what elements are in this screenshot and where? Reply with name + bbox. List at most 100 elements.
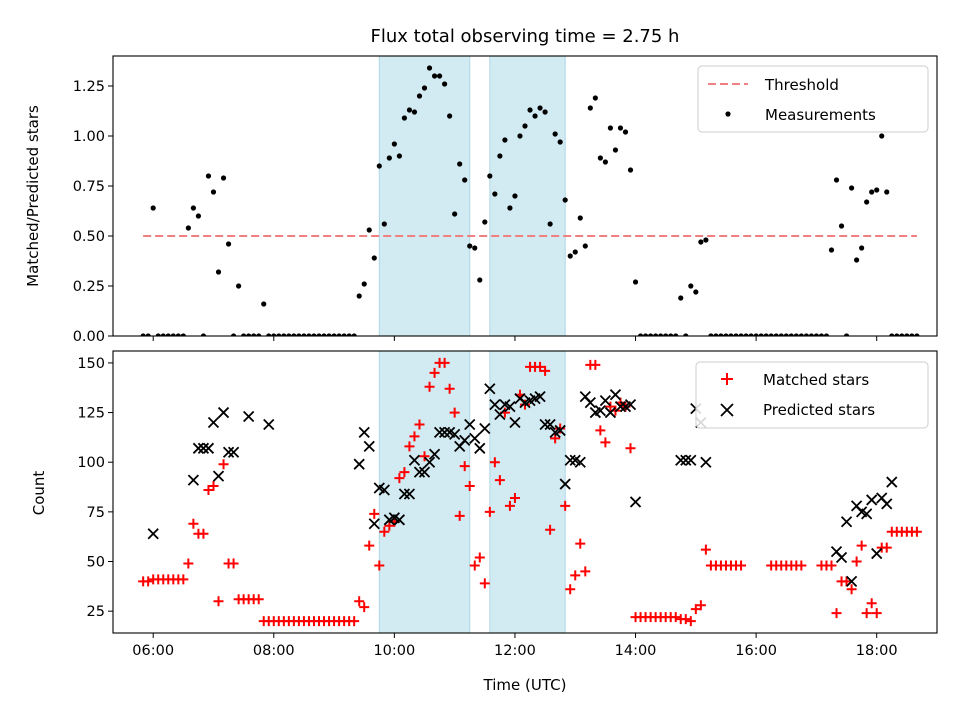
predicted-star-point [358,426,370,439]
legend-label: Measurements [765,106,876,124]
matched-star-point [213,596,224,607]
measurement-point [653,333,659,336]
y-tick-label: 1.25 [73,79,105,95]
matched-star-point [911,526,922,537]
measurement-point [306,333,312,336]
predicted-star-point [147,528,159,540]
measurement-point [803,333,809,336]
predicted-star-point [584,396,596,409]
predicted-star-point [594,404,607,417]
measurement-point [617,125,624,131]
matched-star-point [459,461,470,472]
predicted-star-point [614,400,627,413]
measurement-point [758,333,764,336]
measurement-point [899,333,905,336]
measurement-point [140,333,146,336]
measurement-point [627,167,634,173]
matched-star-point [409,431,420,442]
measurement-point [723,333,729,336]
predicted-star-point [353,458,365,470]
measurement-point [592,95,598,101]
predicted-star-point [504,400,516,413]
predicted-star-point [438,426,451,439]
legend-box [697,65,929,133]
measurement-point [688,283,694,289]
predicted-star-point [559,478,571,490]
predicted-star-point [866,494,878,506]
matched-star-point [545,524,556,535]
matched-star-point [399,467,410,478]
legend: Matched stars Predicted stars [695,361,929,429]
top-ylabel: Matched/Predicted stars [24,105,42,287]
predicted-star-point [886,476,898,488]
matched-star-point [625,443,636,454]
matched-star-point [188,518,199,529]
measurement-point [713,333,719,336]
shaded-interval [489,351,566,633]
measurement-point [492,191,498,197]
matched-star-point [349,616,360,627]
matched-star-point [208,481,219,492]
predicted-star-point [534,391,546,403]
x-tick-label: 08:00 [253,643,295,659]
legend-measurement-swatch [725,111,731,117]
measurement-point [884,189,890,195]
ratio-panel: 0.00 0.25 0.50 0.75 1.00 1.25 Threshold Measure… [73,55,938,345]
measurement-point [517,133,523,139]
measurement-point [386,155,392,161]
matched-star-point [841,576,852,587]
measurement-point [210,189,217,195]
matched-star-point [590,359,601,370]
measurement-point [582,243,588,249]
measurement-point [818,333,825,336]
measurement-point [266,333,272,336]
matched-star-point [690,604,701,615]
measurement-point [447,113,453,119]
matched-star-point [364,540,375,551]
measurement-point [612,147,619,153]
measurement-point [637,333,644,336]
measurement-point [341,333,347,336]
y-tick-label: 25 [87,604,105,620]
predicted-star-point [845,575,858,588]
measurement-point [778,333,784,336]
measurement-point [371,255,377,261]
bottom-ylabel: Count [30,471,48,516]
matched-star-point [494,475,505,486]
predicted-star-point [217,406,230,419]
measurement-point [577,215,583,221]
matched-star-point [831,608,842,619]
measurement-point [346,333,352,336]
predicted-star-point [202,442,215,454]
predicted-star-point [368,518,380,530]
measurement-point [457,161,463,167]
measurement-point [286,333,292,336]
measurement-point [894,333,900,336]
measurement-point [512,193,518,199]
matched-star-point [700,544,711,555]
y-tick-label: 100 [77,455,105,471]
predicted-star-point [187,474,200,486]
matched-star-point [479,578,490,589]
measurement-point [155,333,161,336]
predicted-star-point [413,466,426,478]
measurement-point [296,333,302,336]
matched-star-point [871,608,882,619]
plot-area [138,351,922,633]
measurement-point [391,141,397,147]
matched-star-point [575,538,586,549]
matched-star-point [404,441,415,452]
matched-star-point [178,574,189,585]
measurement-point [648,333,654,336]
count-panel: 25 50 75 100 125 150 06:00 08:00 10:00 12:00 14:00… [77,350,938,659]
matched-star-point [695,600,706,611]
measurement-point [311,333,317,336]
measurement-point [185,225,191,231]
measurement-point [838,223,845,229]
measurement-point [361,281,367,287]
predicted-star-point [192,442,205,454]
predicted-star-point [840,516,853,528]
measurement-point [356,293,362,299]
measurement-point [431,73,438,79]
axes-frame [112,350,938,634]
